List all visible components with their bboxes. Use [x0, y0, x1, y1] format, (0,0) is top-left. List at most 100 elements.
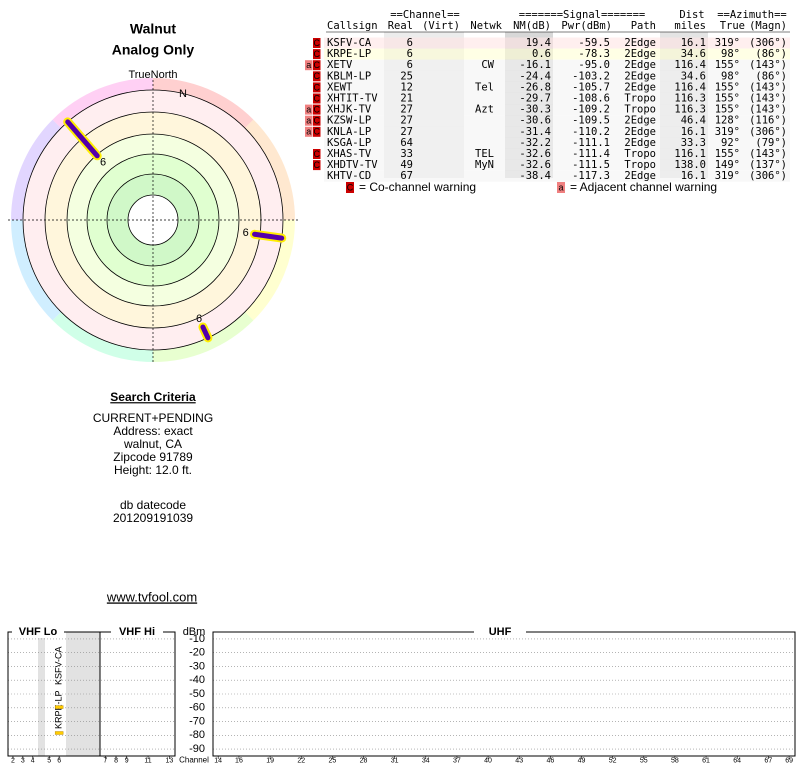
station-bar — [252, 231, 285, 241]
cell: Tropo — [624, 104, 656, 116]
cell: -31.4 — [519, 126, 551, 138]
x-tick-label: 3 — [21, 757, 25, 764]
north-marker: N — [179, 88, 187, 100]
datecode-label: db datecode — [120, 498, 186, 512]
flag-icon — [305, 60, 313, 71]
x-tick-label: 37 — [453, 757, 461, 764]
flag-icon — [305, 115, 313, 126]
cell: 6 — [407, 59, 413, 71]
flag-icon — [305, 104, 313, 115]
cell: 138.0 — [674, 159, 706, 171]
cell: (143°) — [749, 104, 787, 116]
row-bg — [324, 115, 790, 127]
y-tick-label: -50 — [189, 688, 205, 700]
group-header: ==Channel== — [390, 9, 460, 21]
x-axis-label: Channel — [179, 756, 209, 765]
cell: -59.5 — [578, 37, 610, 49]
column-header: (Virt) — [422, 20, 460, 32]
station-label: 6 — [196, 313, 202, 325]
flag-letter: C — [314, 160, 321, 170]
cell: KSFV-CA — [327, 37, 372, 49]
cell: (137°) — [749, 159, 787, 171]
cell: 116.1 — [674, 148, 706, 160]
cell: 46.4 — [681, 115, 706, 127]
cell: (86°) — [755, 48, 787, 60]
cell: XHAS-TV — [327, 148, 372, 160]
cell: 16.1 — [681, 126, 706, 138]
cell: -24.4 — [519, 70, 551, 82]
band-label: VHF Lo — [19, 626, 58, 638]
cell: 319° — [715, 126, 740, 138]
x-tick-label: 58 — [671, 757, 679, 764]
cell: -109.2 — [572, 104, 610, 116]
cell: 49 — [400, 159, 413, 171]
north-label: TrueNorth — [128, 69, 177, 81]
signal-bar — [54, 705, 64, 709]
cell: -78.3 — [578, 48, 610, 60]
cell: 155° — [715, 93, 740, 105]
y-axis-label: dBm — [183, 626, 206, 638]
row-bg — [324, 148, 790, 160]
flag-letter: C — [314, 49, 321, 59]
x-tick-label: 13 — [166, 757, 174, 764]
cell: Tropo — [624, 159, 656, 171]
x-tick-label: 11 — [144, 757, 151, 764]
station-bar — [65, 119, 100, 159]
cell: 149° — [715, 159, 740, 171]
cell: 16.1 — [681, 170, 706, 182]
group-header: =======Signal======= — [519, 9, 645, 21]
cell: XHDTV-TV — [327, 159, 378, 171]
criteria-line: Height: 12.0 ft. — [114, 463, 192, 477]
flag-icon — [313, 60, 321, 71]
cell: -105.7 — [572, 81, 610, 93]
column-header: NM(dB) — [513, 20, 551, 32]
station-label: 6 — [243, 227, 249, 239]
cell: 98° — [721, 48, 740, 60]
x-tick-label: 52 — [609, 757, 617, 764]
group-header: Dist — [679, 9, 704, 21]
y-tick-label: -40 — [189, 674, 205, 686]
flag-icon — [313, 115, 321, 126]
cell: 19.4 — [526, 37, 551, 49]
cell: 25 — [400, 70, 413, 82]
x-tick-label: 5 — [47, 757, 51, 764]
criteria-line: Address: exact — [113, 424, 193, 438]
group-header: ==Azimuth== — [717, 9, 787, 21]
flag-icon — [313, 49, 321, 60]
flag-icon — [313, 126, 321, 137]
band-label: VHF Hi — [119, 626, 155, 638]
row-bg — [324, 48, 790, 60]
cell: Azt — [475, 104, 494, 116]
x-tick-label: 16 — [235, 757, 243, 764]
site-link[interactable]: www.tvfool.com — [106, 589, 197, 604]
y-tick-label: -70 — [189, 715, 205, 727]
band-label-bg — [111, 626, 163, 638]
station-bar — [200, 324, 211, 341]
legend-icon — [557, 182, 565, 193]
flag-icon — [313, 38, 321, 48]
location: Walnut — [130, 21, 176, 37]
legend-icon — [346, 182, 354, 193]
row-bg — [324, 104, 790, 116]
flag-letter: C — [314, 38, 321, 48]
cell: 34.6 — [681, 70, 706, 82]
cell: -32.2 — [519, 137, 551, 149]
flag-letter: a — [306, 127, 311, 137]
cell: CW — [481, 59, 494, 71]
cell: -111.1 — [572, 137, 610, 149]
cell: (86°) — [755, 70, 787, 82]
flag-letter: a — [306, 116, 311, 126]
cell: (143°) — [749, 59, 787, 71]
x-tick-label: 43 — [515, 757, 523, 764]
cell: 128° — [715, 115, 740, 127]
station-label: 6 — [100, 157, 106, 169]
row-bg — [324, 59, 790, 71]
cell: 2Edge — [624, 37, 656, 49]
x-tick-label: 14 — [214, 757, 222, 764]
cell: -30.6 — [519, 115, 551, 127]
y-tick-label: -80 — [189, 729, 205, 741]
cell: -95.0 — [578, 59, 610, 71]
cell: XHJK-TV — [327, 104, 372, 116]
cell: 116.4 — [674, 59, 706, 71]
